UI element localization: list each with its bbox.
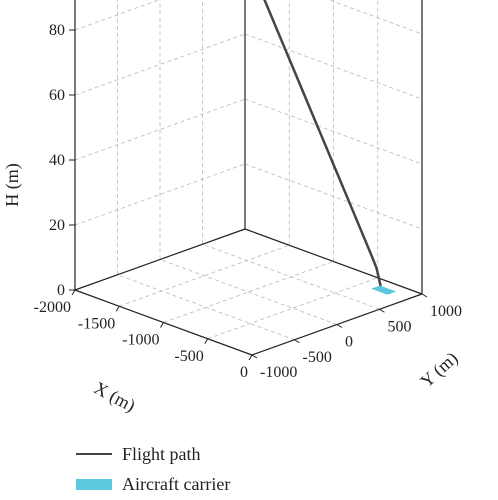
gridline-floor-x [163, 261, 334, 323]
x-tick-label: -500 [174, 348, 203, 365]
series-layer [263, 0, 397, 295]
gridline-wall-z [244, 163, 423, 230]
z-tick-label: 80 [49, 22, 65, 39]
gridline-wall-z [74, 33, 246, 96]
series-aircraft-carrier [371, 285, 397, 295]
gridline-wall-z [244, 33, 423, 100]
axis-edge [244, 228, 423, 295]
x-tick-mark [160, 322, 164, 328]
axis-edge [74, 228, 246, 291]
y-tick-label: 1000 [430, 303, 462, 320]
x-tick-label: -1000 [122, 332, 159, 349]
y-tick-label: 500 [388, 318, 412, 335]
legend: Flight path Aircraft carrier [76, 444, 230, 494]
y-tick-mark [251, 354, 258, 359]
y-tick-mark [379, 308, 385, 313]
gridline-floor-y [117, 274, 295, 341]
y-tick-label: 0 [345, 334, 353, 351]
z-tick-label: 60 [49, 87, 65, 104]
y-axis-title: Y (m) [416, 348, 462, 392]
legend-label-flight-path: Flight path [122, 444, 201, 464]
x-tick-label: -2000 [34, 299, 71, 316]
x-tick-mark [204, 338, 209, 345]
gridline-floor-x [119, 244, 290, 307]
x-tick-mark [71, 289, 76, 296]
x-axis-title: X (m) [90, 378, 138, 417]
x-tick-label: -1500 [78, 315, 115, 332]
z-tick-label: 0 [57, 282, 65, 299]
gridline-floor-x [207, 277, 378, 340]
y-tick-label: -1000 [260, 364, 297, 381]
y-tick-mark [336, 324, 343, 328]
gridline-wall-z [328, 0, 423, 35]
gridline-floor-y [159, 259, 338, 325]
x-tick-label: 0 [240, 364, 248, 381]
series-flight-path [263, 0, 392, 294]
legend-label-aircraft-carrier: Aircraft carrier [122, 474, 230, 494]
x-tick-mark [115, 305, 120, 312]
y-tick-mark [421, 293, 428, 298]
z-tick-label: 20 [49, 217, 65, 234]
y-tick-mark [294, 339, 300, 344]
z-tick-label: 40 [49, 152, 65, 169]
gridline-wall-z [244, 98, 423, 165]
tick-labels: 020406080100-2000-1500-1000-5000-1000-50… [34, 22, 462, 381]
legend-swatch-aircraft-carrier [76, 479, 112, 490]
axis-box [69, 0, 428, 361]
gridline-floor-y [202, 243, 380, 310]
z-axis-title: H (m) [2, 163, 23, 207]
gridline-wall-z [74, 0, 160, 31]
gridlines [74, 0, 423, 356]
gridline-wall-z [74, 163, 246, 226]
x-tick-mark [248, 354, 253, 361]
y-tick-label: -500 [303, 349, 332, 366]
gridline-wall-z [74, 98, 246, 161]
